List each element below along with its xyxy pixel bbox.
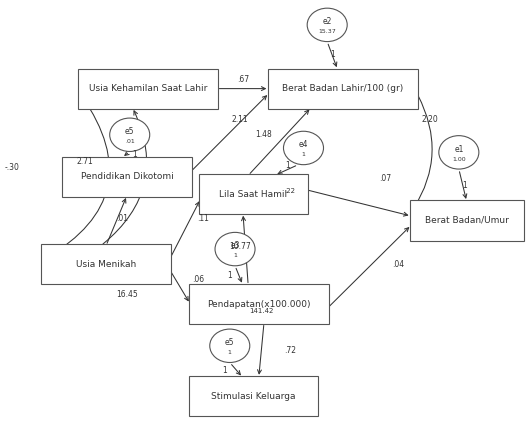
Text: 2.20: 2.20 bbox=[421, 115, 438, 124]
Text: .01: .01 bbox=[116, 214, 128, 223]
Text: Berat Badan/Umur: Berat Badan/Umur bbox=[425, 216, 508, 225]
Text: .11: .11 bbox=[197, 214, 210, 223]
Text: 1: 1 bbox=[222, 366, 227, 374]
FancyBboxPatch shape bbox=[410, 201, 524, 240]
Text: -.30: -.30 bbox=[5, 163, 20, 172]
Text: Lila Saat Hamil: Lila Saat Hamil bbox=[220, 190, 288, 198]
Text: 1.48: 1.48 bbox=[256, 130, 272, 139]
FancyBboxPatch shape bbox=[41, 244, 171, 284]
FancyBboxPatch shape bbox=[268, 69, 418, 108]
Circle shape bbox=[210, 329, 250, 363]
Text: 16.45: 16.45 bbox=[116, 290, 138, 299]
Text: .04: .04 bbox=[392, 260, 404, 269]
Circle shape bbox=[110, 118, 150, 151]
FancyBboxPatch shape bbox=[78, 69, 218, 108]
FancyBboxPatch shape bbox=[62, 157, 192, 197]
Circle shape bbox=[215, 232, 255, 266]
Circle shape bbox=[307, 8, 347, 41]
Text: Usia Kehamilan Saat Lahir: Usia Kehamilan Saat Lahir bbox=[89, 84, 208, 93]
Text: e5: e5 bbox=[125, 127, 135, 136]
Text: 1: 1 bbox=[228, 350, 232, 355]
Text: 1: 1 bbox=[228, 271, 232, 280]
Text: .07: .07 bbox=[379, 174, 391, 183]
Text: e5: e5 bbox=[225, 338, 234, 347]
Text: 2.71: 2.71 bbox=[77, 157, 93, 166]
Text: Pendidikan Dikotomi: Pendidikan Dikotomi bbox=[81, 172, 174, 181]
Text: .72: .72 bbox=[285, 346, 296, 355]
FancyBboxPatch shape bbox=[188, 284, 329, 324]
Text: e3: e3 bbox=[230, 241, 240, 250]
Text: Usia Menikah: Usia Menikah bbox=[76, 260, 136, 269]
Text: 1: 1 bbox=[301, 152, 305, 157]
Text: 1: 1 bbox=[462, 181, 466, 190]
Text: .01: .01 bbox=[125, 139, 135, 144]
Circle shape bbox=[284, 131, 324, 164]
Text: e1: e1 bbox=[454, 145, 464, 153]
Text: 15.37: 15.37 bbox=[318, 29, 336, 34]
Text: .06: .06 bbox=[192, 275, 204, 284]
Circle shape bbox=[439, 136, 479, 169]
FancyBboxPatch shape bbox=[188, 376, 318, 416]
Text: .67: .67 bbox=[237, 75, 249, 84]
Text: 1: 1 bbox=[233, 253, 237, 258]
Text: 1: 1 bbox=[133, 150, 137, 159]
Text: e4: e4 bbox=[299, 140, 308, 149]
Text: .22: .22 bbox=[284, 187, 295, 194]
Text: 2.11: 2.11 bbox=[232, 115, 249, 124]
Text: Stimulasi Keluarga: Stimulasi Keluarga bbox=[211, 392, 296, 401]
Text: e2: e2 bbox=[323, 17, 332, 26]
Text: 1: 1 bbox=[285, 161, 290, 170]
Text: 10.77: 10.77 bbox=[230, 243, 251, 251]
Text: 141.42: 141.42 bbox=[249, 308, 274, 314]
Text: Berat Badan Lahir/100 (gr): Berat Badan Lahir/100 (gr) bbox=[282, 84, 403, 93]
Text: 1.00: 1.00 bbox=[452, 157, 466, 161]
Text: Pendapatan(x100.000): Pendapatan(x100.000) bbox=[207, 299, 310, 309]
Text: 1: 1 bbox=[330, 50, 335, 59]
FancyBboxPatch shape bbox=[199, 174, 308, 214]
